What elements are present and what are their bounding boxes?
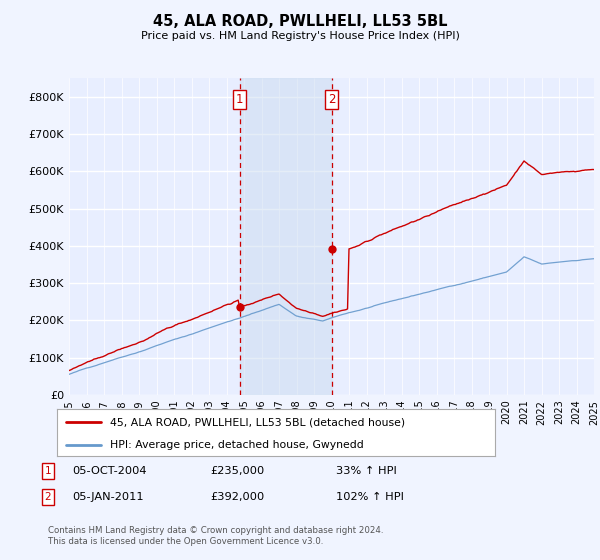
Text: 1: 1 [44, 466, 52, 476]
Text: £392,000: £392,000 [210, 492, 264, 502]
Text: 45, ALA ROAD, PWLLHELI, LL53 5BL: 45, ALA ROAD, PWLLHELI, LL53 5BL [153, 14, 447, 29]
Text: 2: 2 [44, 492, 52, 502]
Text: 05-OCT-2004: 05-OCT-2004 [72, 466, 146, 476]
Text: Price paid vs. HM Land Registry's House Price Index (HPI): Price paid vs. HM Land Registry's House … [140, 31, 460, 41]
Text: HPI: Average price, detached house, Gwynedd: HPI: Average price, detached house, Gwyn… [110, 440, 364, 450]
Text: Contains HM Land Registry data © Crown copyright and database right 2024.
This d: Contains HM Land Registry data © Crown c… [48, 526, 383, 546]
Bar [239, 78, 331, 395]
Text: 33% ↑ HPI: 33% ↑ HPI [336, 466, 397, 476]
Text: 1: 1 [236, 92, 244, 106]
Text: 45, ALA ROAD, PWLLHELI, LL53 5BL (detached house): 45, ALA ROAD, PWLLHELI, LL53 5BL (detach… [110, 417, 404, 427]
Text: £235,000: £235,000 [210, 466, 264, 476]
Text: 05-JAN-2011: 05-JAN-2011 [72, 492, 143, 502]
Text: 2: 2 [328, 92, 335, 106]
Text: 102% ↑ HPI: 102% ↑ HPI [336, 492, 404, 502]
